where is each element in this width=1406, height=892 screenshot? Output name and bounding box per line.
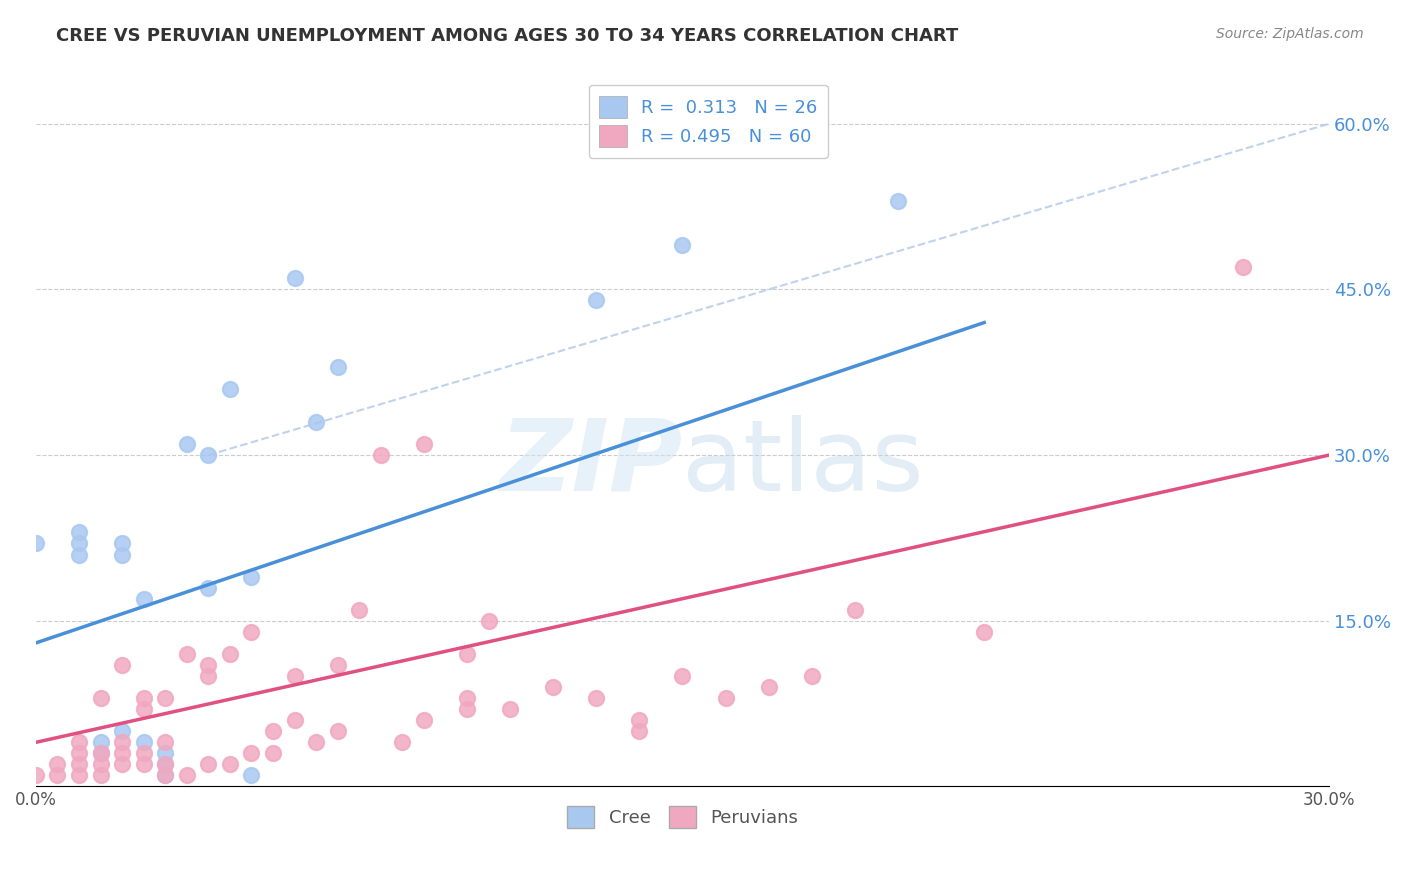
Point <box>111 747 134 761</box>
Point <box>132 747 155 761</box>
Point <box>305 735 328 749</box>
Point <box>67 525 90 540</box>
Text: ZIP: ZIP <box>499 415 682 512</box>
Point <box>155 768 177 782</box>
Point <box>499 702 522 716</box>
Point <box>219 647 242 661</box>
Point <box>67 747 90 761</box>
Point <box>326 724 349 739</box>
Point <box>240 624 263 639</box>
Point <box>90 768 112 782</box>
Point <box>240 747 263 761</box>
Point <box>132 591 155 606</box>
Point <box>800 669 823 683</box>
Point <box>25 536 48 550</box>
Point <box>197 657 219 672</box>
Point <box>46 757 69 772</box>
Point <box>111 548 134 562</box>
Point <box>155 768 177 782</box>
Point <box>111 724 134 739</box>
Point <box>219 382 242 396</box>
Point <box>219 757 242 772</box>
Legend: Cree, Peruvians: Cree, Peruvians <box>560 798 806 835</box>
Point <box>25 768 48 782</box>
Point <box>155 747 177 761</box>
Point <box>628 713 651 727</box>
Point <box>477 614 499 628</box>
Point <box>67 768 90 782</box>
Point <box>176 768 198 782</box>
Point <box>370 448 392 462</box>
Point <box>456 647 478 661</box>
Point <box>46 768 69 782</box>
Point <box>412 713 434 727</box>
Point <box>197 757 219 772</box>
Point <box>132 735 155 749</box>
Point <box>155 691 177 706</box>
Point <box>714 691 737 706</box>
Point <box>132 702 155 716</box>
Point <box>90 747 112 761</box>
Point <box>973 624 995 639</box>
Point <box>412 437 434 451</box>
Point <box>391 735 413 749</box>
Point <box>90 757 112 772</box>
Point <box>456 691 478 706</box>
Point <box>111 735 134 749</box>
Point <box>585 691 607 706</box>
Point <box>111 536 134 550</box>
Point <box>111 657 134 672</box>
Point <box>132 757 155 772</box>
Point <box>90 691 112 706</box>
Point <box>90 735 112 749</box>
Text: CREE VS PERUVIAN UNEMPLOYMENT AMONG AGES 30 TO 34 YEARS CORRELATION CHART: CREE VS PERUVIAN UNEMPLOYMENT AMONG AGES… <box>56 27 959 45</box>
Point <box>456 702 478 716</box>
Point <box>240 569 263 583</box>
Point <box>262 747 284 761</box>
Point <box>585 293 607 308</box>
Point <box>347 603 370 617</box>
Point <box>155 757 177 772</box>
Point <box>671 669 693 683</box>
Point <box>111 757 134 772</box>
Point <box>283 271 305 285</box>
Point <box>197 581 219 595</box>
Point <box>67 536 90 550</box>
Point <box>197 669 219 683</box>
Point <box>132 691 155 706</box>
Point <box>628 724 651 739</box>
Point <box>758 680 780 694</box>
Point <box>305 415 328 429</box>
Point <box>90 747 112 761</box>
Point <box>262 724 284 739</box>
Text: Source: ZipAtlas.com: Source: ZipAtlas.com <box>1216 27 1364 41</box>
Point <box>326 657 349 672</box>
Point <box>67 757 90 772</box>
Point <box>67 548 90 562</box>
Point <box>283 713 305 727</box>
Point <box>176 647 198 661</box>
Point <box>541 680 564 694</box>
Point <box>155 757 177 772</box>
Point <box>155 735 177 749</box>
Point <box>326 359 349 374</box>
Point <box>1232 260 1254 275</box>
Point <box>176 437 198 451</box>
Point <box>844 603 866 617</box>
Point <box>283 669 305 683</box>
Text: atlas: atlas <box>682 415 924 512</box>
Point <box>671 238 693 252</box>
Point <box>67 735 90 749</box>
Point <box>240 768 263 782</box>
Point <box>197 448 219 462</box>
Point <box>887 194 910 208</box>
